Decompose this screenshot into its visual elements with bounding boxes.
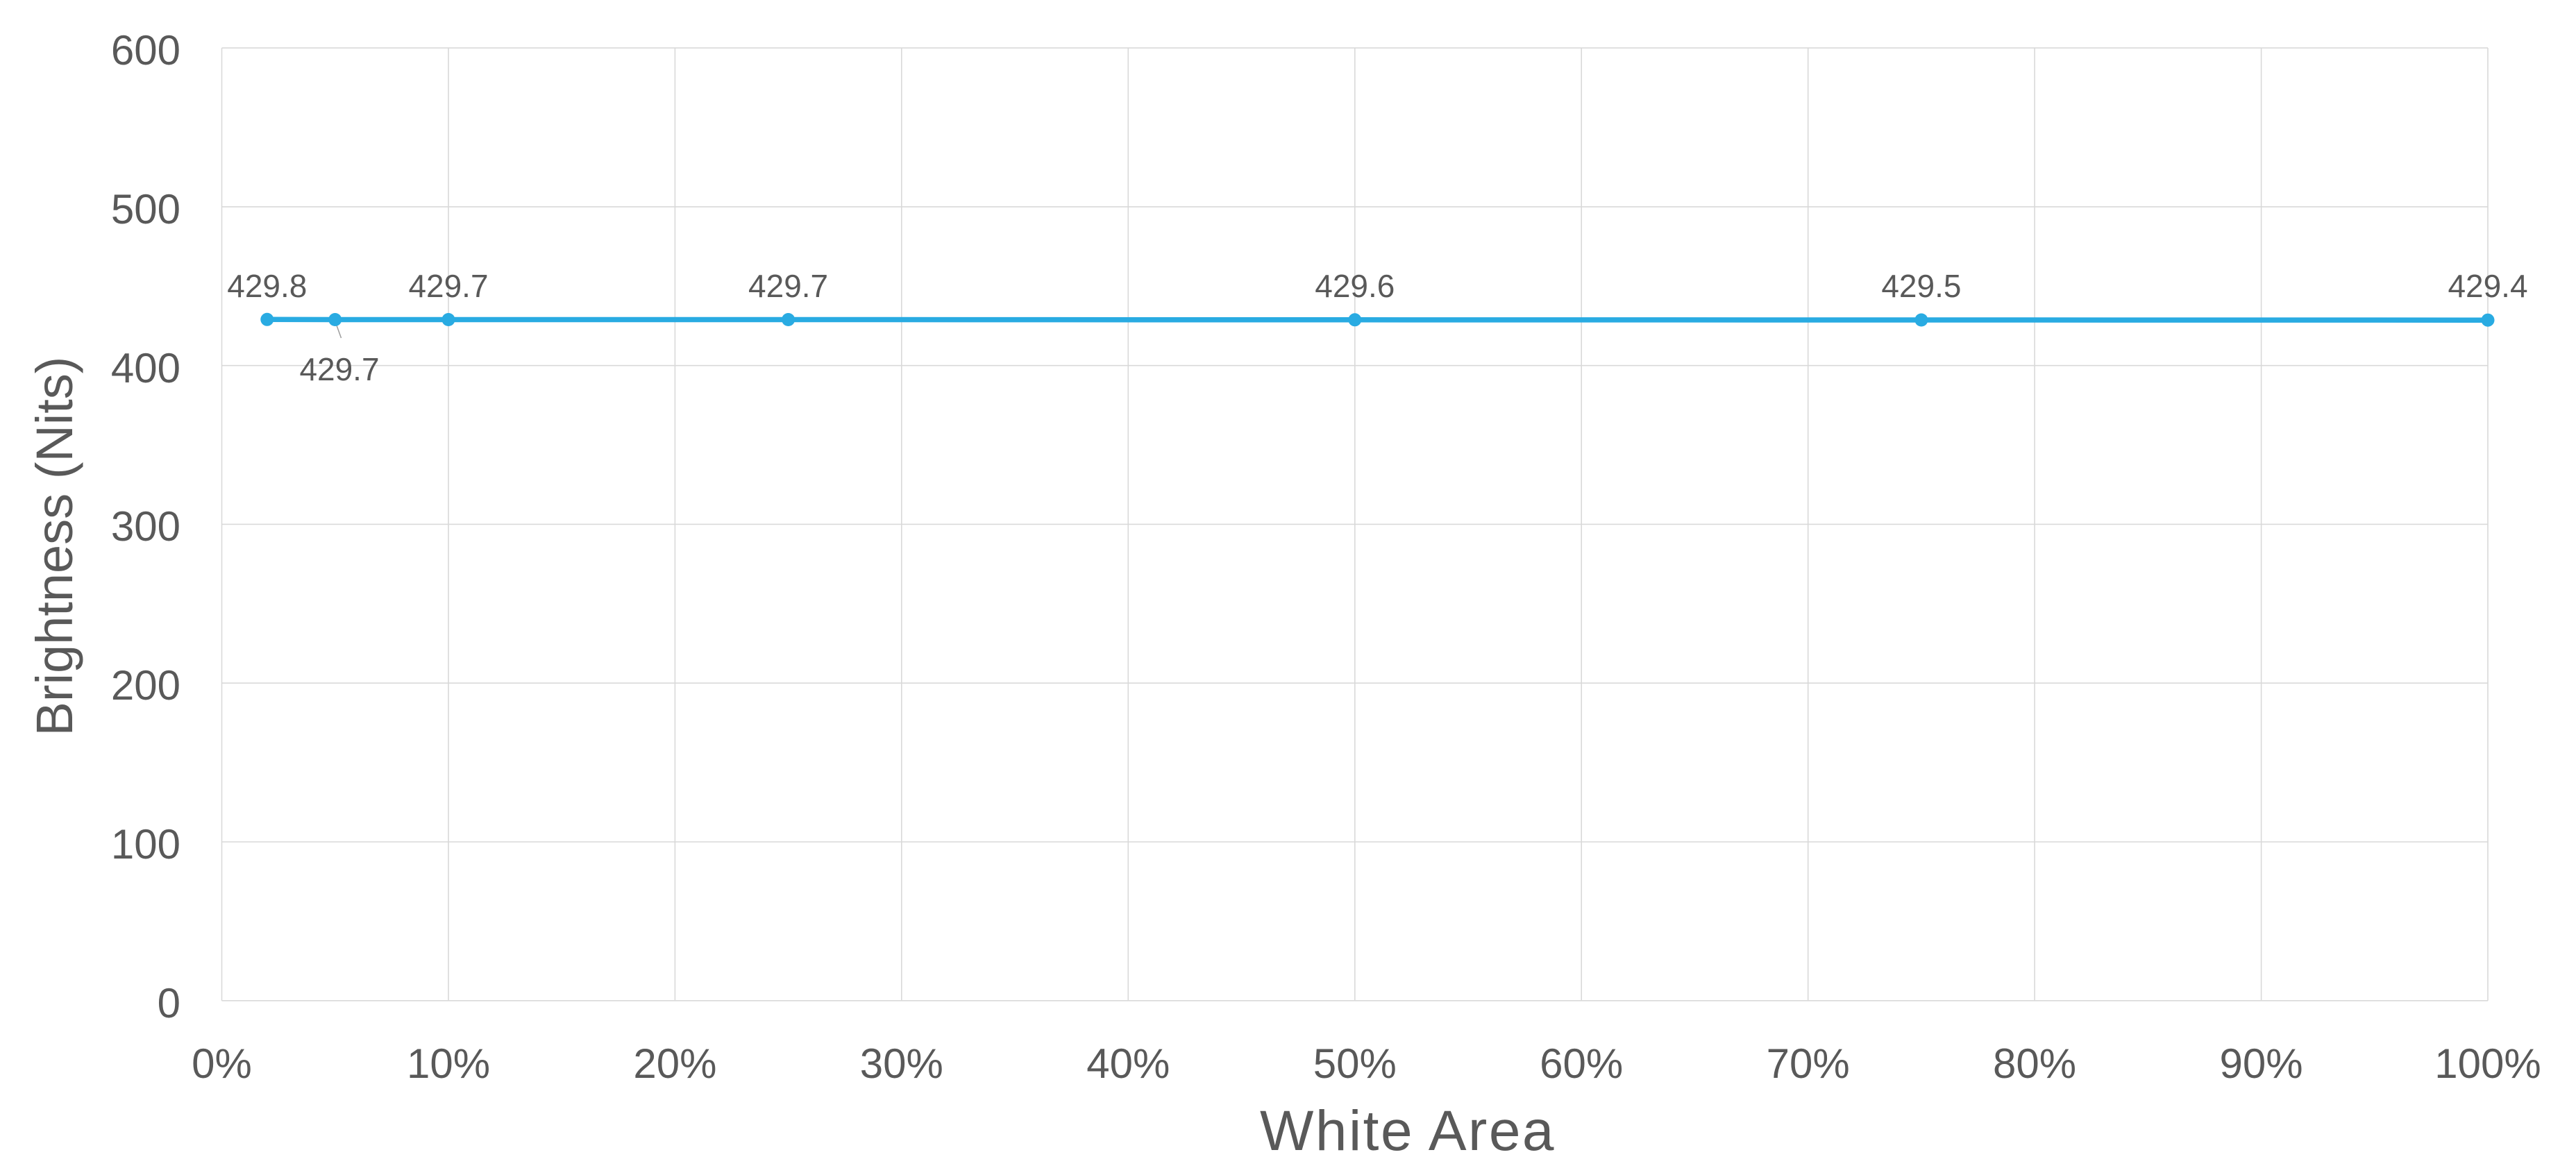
svg-text:40%: 40% xyxy=(1086,1040,1170,1087)
svg-text:70%: 70% xyxy=(1767,1040,1850,1087)
svg-text:429.5: 429.5 xyxy=(1881,268,1961,304)
svg-text:429.4: 429.4 xyxy=(2448,268,2527,304)
svg-text:429.6: 429.6 xyxy=(1315,268,1395,304)
svg-text:Brightness (Nits): Brightness (Nits) xyxy=(26,357,83,736)
svg-text:20%: 20% xyxy=(633,1040,716,1087)
svg-text:300: 300 xyxy=(111,503,180,550)
svg-text:429.7: 429.7 xyxy=(748,268,828,304)
svg-text:White Area: White Area xyxy=(1260,1099,1556,1163)
svg-text:10%: 10% xyxy=(407,1040,490,1087)
svg-text:0%: 0% xyxy=(192,1040,252,1087)
svg-text:60%: 60% xyxy=(1540,1040,1623,1087)
svg-text:90%: 90% xyxy=(2220,1040,2303,1087)
svg-text:500: 500 xyxy=(111,186,180,233)
svg-text:429.8: 429.8 xyxy=(227,268,307,304)
svg-text:100: 100 xyxy=(111,821,180,868)
svg-text:50%: 50% xyxy=(1313,1040,1397,1087)
svg-text:100%: 100% xyxy=(2434,1040,2541,1087)
svg-text:200: 200 xyxy=(111,662,180,709)
svg-text:400: 400 xyxy=(111,345,180,391)
svg-text:600: 600 xyxy=(111,27,180,74)
svg-text:0: 0 xyxy=(158,980,180,1026)
svg-text:429.7: 429.7 xyxy=(299,351,379,387)
svg-text:429.7: 429.7 xyxy=(408,268,488,304)
svg-text:30%: 30% xyxy=(860,1040,943,1087)
svg-text:80%: 80% xyxy=(1993,1040,2076,1087)
